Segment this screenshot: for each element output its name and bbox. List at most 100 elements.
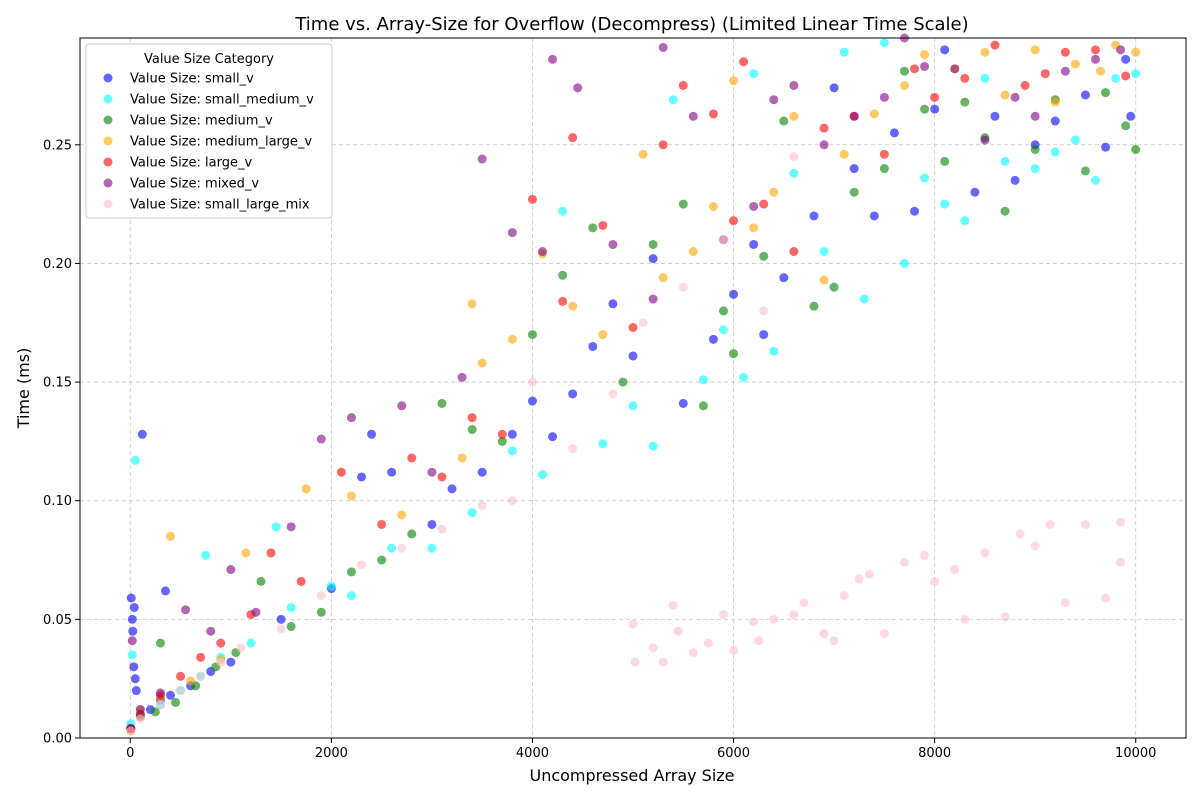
data-point: [1030, 111, 1040, 121]
data-point: [407, 529, 417, 539]
data-point: [367, 429, 377, 439]
data-point: [1080, 90, 1090, 100]
data-point: [527, 377, 537, 387]
data-point: [568, 389, 578, 399]
data-point: [819, 140, 829, 150]
data-point: [930, 92, 940, 102]
data-point: [789, 247, 799, 257]
data-point: [296, 576, 306, 586]
data-point: [628, 401, 638, 411]
data-point: [1121, 121, 1131, 131]
data-point: [129, 602, 139, 612]
data-point: [155, 688, 165, 698]
data-point: [749, 617, 759, 627]
data-point: [276, 614, 286, 624]
data-point: [889, 128, 899, 138]
data-point: [930, 576, 940, 586]
data-point: [648, 643, 658, 653]
data-point: [759, 306, 769, 316]
data-point: [739, 372, 749, 382]
y-axis-label: Time (ms): [14, 348, 33, 430]
data-point: [135, 705, 145, 715]
data-point: [477, 467, 487, 477]
data-point: [980, 135, 990, 145]
data-point: [1091, 45, 1101, 55]
data-point: [457, 372, 467, 382]
data-point: [377, 555, 387, 565]
legend-label: Value Size: small_v: [130, 72, 254, 87]
data-point: [698, 375, 708, 385]
y-tick-label: 0.00: [43, 732, 72, 747]
data-point: [879, 629, 889, 639]
data-point: [507, 446, 517, 456]
data-point: [779, 116, 789, 126]
data-point: [718, 325, 728, 335]
data-point: [286, 522, 296, 532]
data-point: [799, 598, 809, 608]
data-point: [467, 413, 477, 423]
data-point: [789, 610, 799, 620]
data-point: [819, 275, 829, 285]
data-point: [437, 524, 447, 534]
data-point: [538, 247, 548, 257]
data-point: [628, 351, 638, 361]
legend-title: Value Size Category: [144, 52, 274, 67]
data-point: [1015, 529, 1025, 539]
plot-frame: [79, 37, 1187, 739]
data-point: [879, 149, 889, 159]
legend-label: Value Size: medium_v: [130, 114, 273, 129]
data-point: [427, 543, 437, 553]
data-point: [437, 472, 447, 482]
data-point: [588, 341, 598, 351]
data-point: [749, 223, 759, 233]
data-point: [749, 239, 759, 249]
data-point: [608, 389, 618, 399]
data-point: [467, 299, 477, 309]
data-point: [638, 318, 648, 328]
data-point: [127, 636, 137, 646]
data-point: [397, 543, 407, 553]
data-point: [558, 296, 568, 306]
y-axis: 0.00 0.05 0.10 0.15 0.20 0.25: [43, 138, 80, 747]
data-point: [658, 273, 668, 283]
legend-marker: [103, 94, 113, 104]
y-tick-label: 0.20: [43, 257, 72, 272]
data-point: [769, 95, 779, 105]
legend-marker: [103, 199, 113, 209]
legend-label: Value Size: large_v: [130, 156, 252, 171]
data-point: [754, 636, 764, 646]
data-point: [1045, 519, 1055, 529]
data-point: [196, 671, 206, 681]
data-point: [688, 648, 698, 658]
data-point: [150, 707, 160, 717]
data-point: [176, 671, 186, 681]
data-point: [1131, 145, 1141, 155]
legend-label: Value Size: mixed_v: [130, 177, 259, 192]
legend-label: Value Size: small_medium_v: [130, 93, 314, 108]
data-point: [789, 111, 799, 121]
data-point: [246, 638, 256, 648]
data-point: [879, 164, 889, 174]
data-point: [598, 330, 608, 340]
data-point: [698, 401, 708, 411]
data-point: [165, 531, 175, 541]
data-point: [1091, 54, 1101, 64]
x-tick-label: 2000: [315, 746, 348, 761]
data-point: [839, 47, 849, 57]
data-point: [950, 64, 960, 74]
data-point: [346, 413, 356, 423]
data-point: [598, 439, 608, 449]
series-0: [126, 45, 1136, 734]
legend-label: Value Size: small_large_mix: [130, 198, 310, 213]
data-point: [1050, 147, 1060, 157]
data-point: [1060, 47, 1070, 57]
data-point: [165, 690, 175, 700]
data-point: [899, 66, 909, 76]
data-point: [789, 80, 799, 90]
x-tick-label: 6000: [717, 746, 750, 761]
data-point: [729, 289, 739, 299]
data-point: [1131, 69, 1141, 79]
data-point: [879, 92, 889, 102]
data-point: [266, 548, 276, 558]
data-point: [548, 54, 558, 64]
